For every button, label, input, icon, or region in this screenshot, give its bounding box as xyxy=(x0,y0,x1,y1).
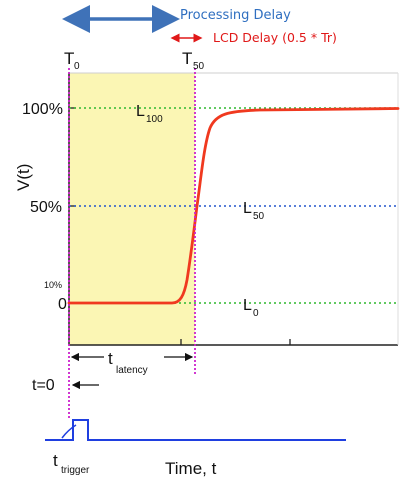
response-curve xyxy=(67,107,400,305)
t50-subscript: 50 xyxy=(193,61,205,72)
lcd-delay-label: LCD Delay (0.5 * Tr) xyxy=(213,30,337,45)
trigger-subscript: trigger xyxy=(61,465,90,476)
processing-shade xyxy=(69,73,195,345)
trigger-label: t xyxy=(53,451,58,470)
l0-subscript: 0 xyxy=(253,308,259,319)
l100-label: L xyxy=(136,103,145,120)
l100-subscript: 100 xyxy=(146,114,163,125)
l50-label: L xyxy=(243,200,252,217)
t0-subscript: 0 xyxy=(74,61,80,72)
t0-label: T xyxy=(64,49,74,68)
trigger-pulse xyxy=(45,419,346,441)
y-tick-label-0: 0 xyxy=(58,296,67,313)
latency-label: t xyxy=(108,349,113,368)
t-zero-label: t=0 xyxy=(32,377,55,394)
processing-delay-label: Processing Delay xyxy=(180,8,291,23)
l50-subscript: 50 xyxy=(253,211,265,222)
y-axis-title: V(t) xyxy=(14,164,33,191)
trigger-edge-mark xyxy=(61,424,77,439)
latency-subscript: latency xyxy=(116,365,148,376)
l0-label: L xyxy=(243,297,252,314)
t50-label: T xyxy=(182,49,192,68)
y-tick-label-100: 100% xyxy=(22,101,63,118)
x-axis-title: Time, t xyxy=(165,459,217,478)
y-tick-label-50: 50% xyxy=(30,199,62,216)
y-tick-label-10: 10% xyxy=(44,280,62,290)
